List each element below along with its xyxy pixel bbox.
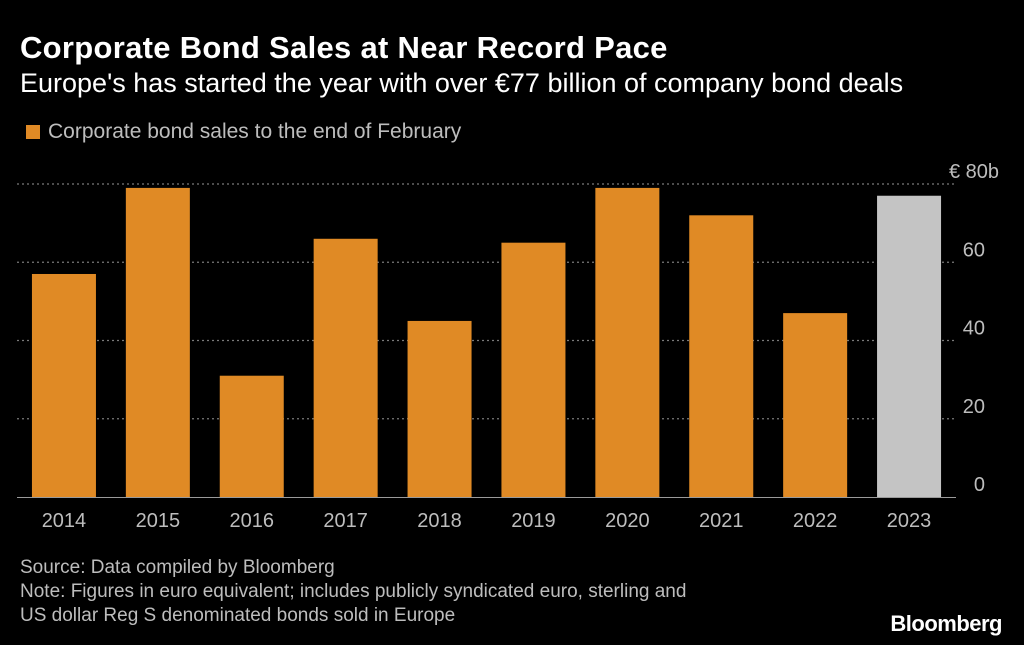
x-tick-label: 2014: [42, 510, 87, 532]
bar-2014: [31, 273, 96, 497]
legend-label: Corporate bond sales to the end of Febru…: [48, 120, 462, 143]
y-tick-label: 40: [963, 318, 985, 340]
x-tick-label: 2017: [323, 510, 368, 532]
chart-subtitle: Europe's has started the year with over …: [20, 68, 904, 98]
y-tick-label: 60: [963, 239, 985, 261]
bars: [31, 187, 942, 498]
bar-2019: [501, 242, 566, 497]
bar-2022: [783, 313, 848, 497]
y-axis-ticks: € 80b 60 40 20 0: [949, 161, 999, 496]
x-tick-label: 2016: [230, 510, 275, 532]
x-tick-label: 2018: [417, 510, 462, 532]
x-tick-label: 2022: [793, 510, 838, 532]
bar-2018: [407, 320, 472, 497]
y-tick-label: € 80b: [949, 161, 999, 183]
footer: Source: Data compiled by Bloomberg Note:…: [20, 556, 686, 628]
y-tick-label: 20: [963, 396, 985, 418]
x-tick-label: 2023: [887, 510, 932, 532]
note-line-1: Note: Figures in euro equivalent; includ…: [20, 581, 687, 602]
bloomberg-logo: Bloomberg: [890, 611, 1002, 636]
bar-2023: [877, 195, 942, 498]
legend-swatch: [26, 125, 40, 139]
x-tick-label: 2020: [605, 510, 650, 532]
bar-2016: [219, 375, 284, 497]
legend: Corporate bond sales to the end of Febru…: [26, 120, 461, 144]
bar-2015: [125, 187, 190, 497]
y-tick-label: 0: [974, 474, 985, 496]
x-tick-label: 2019: [511, 510, 556, 532]
x-tick-label: 2021: [699, 510, 744, 532]
x-axis-ticks: 2014 2015 2016 2017 2018 2019 2020 2021 2022 2023: [42, 510, 932, 532]
note-line-2: US dollar Reg S denominated bonds sold i…: [20, 605, 456, 626]
bar-2021: [689, 215, 754, 498]
source-note: Source: Data compiled by Bloomberg: [20, 557, 335, 578]
chart-title: Corporate Bond Sales at Near Record Pace: [20, 30, 668, 65]
bar-2020: [595, 187, 660, 497]
x-tick-label: 2015: [136, 510, 181, 532]
bar-2017: [313, 238, 378, 497]
